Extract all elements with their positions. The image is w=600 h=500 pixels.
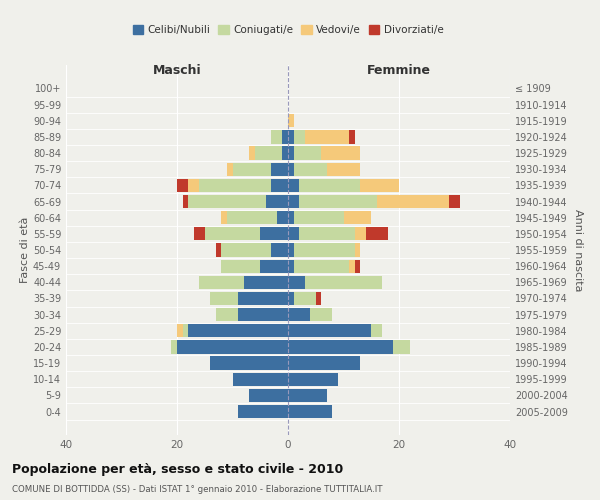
Bar [293, 260, 349, 273]
Bar [371, 324, 382, 338]
Bar [172, 340, 177, 353]
Bar [288, 211, 293, 224]
Bar [288, 195, 299, 208]
Bar [210, 356, 288, 370]
Bar [299, 179, 360, 192]
Bar [355, 260, 360, 273]
Bar [288, 372, 338, 386]
Bar [271, 244, 288, 256]
Text: Maschi: Maschi [152, 64, 202, 77]
Bar [238, 308, 288, 321]
Bar [260, 227, 288, 240]
Bar [216, 308, 238, 321]
Legend: Celibi/Nubili, Coniugati/e, Vedovi/e, Divorziati/e: Celibi/Nubili, Coniugati/e, Vedovi/e, Di… [130, 22, 446, 38]
Bar [293, 130, 305, 143]
Bar [288, 114, 293, 128]
Bar [283, 146, 288, 160]
Bar [199, 276, 244, 289]
Bar [177, 324, 182, 338]
Bar [343, 211, 371, 224]
Bar [254, 146, 283, 160]
Bar [283, 130, 288, 143]
Bar [293, 146, 322, 160]
Bar [216, 244, 221, 256]
Bar [349, 130, 355, 143]
Bar [355, 227, 366, 240]
Bar [288, 130, 293, 143]
Bar [177, 340, 288, 353]
Text: Popolazione per età, sesso e stato civile - 2010: Popolazione per età, sesso e stato civil… [12, 462, 343, 475]
Bar [293, 292, 316, 305]
Bar [221, 211, 227, 224]
Bar [194, 227, 205, 240]
Bar [355, 244, 360, 256]
Bar [288, 227, 299, 240]
Bar [233, 162, 271, 176]
Bar [288, 146, 293, 160]
Bar [288, 340, 394, 353]
Bar [377, 195, 449, 208]
Bar [188, 195, 266, 208]
Bar [293, 162, 327, 176]
Bar [277, 211, 288, 224]
Bar [233, 372, 288, 386]
Bar [349, 260, 355, 273]
Text: Femmine: Femmine [367, 64, 431, 77]
Bar [288, 308, 310, 321]
Bar [305, 130, 349, 143]
Y-axis label: Fasce di età: Fasce di età [20, 217, 30, 283]
Bar [299, 227, 355, 240]
Bar [322, 146, 360, 160]
Bar [238, 405, 288, 418]
Bar [305, 276, 382, 289]
Bar [288, 324, 371, 338]
Bar [227, 162, 233, 176]
Y-axis label: Anni di nascita: Anni di nascita [573, 209, 583, 291]
Bar [182, 324, 188, 338]
Bar [182, 195, 188, 208]
Text: COMUNE DI BOTTIDDA (SS) - Dati ISTAT 1° gennaio 2010 - Elaborazione TUTTITALIA.I: COMUNE DI BOTTIDDA (SS) - Dati ISTAT 1° … [12, 485, 383, 494]
Bar [293, 244, 355, 256]
Bar [366, 227, 388, 240]
Bar [288, 260, 293, 273]
Bar [288, 356, 360, 370]
Bar [316, 292, 322, 305]
Bar [199, 179, 271, 192]
Bar [288, 389, 327, 402]
Bar [260, 260, 288, 273]
Bar [288, 162, 293, 176]
Bar [227, 211, 277, 224]
Bar [449, 195, 460, 208]
Bar [327, 162, 360, 176]
Bar [299, 195, 377, 208]
Bar [221, 260, 260, 273]
Bar [288, 179, 299, 192]
Bar [244, 276, 288, 289]
Bar [205, 227, 260, 240]
Bar [288, 244, 293, 256]
Bar [288, 276, 305, 289]
Bar [177, 179, 188, 192]
Bar [211, 292, 238, 305]
Bar [188, 324, 288, 338]
Bar [188, 179, 199, 192]
Bar [310, 308, 332, 321]
Bar [221, 244, 271, 256]
Bar [238, 292, 288, 305]
Bar [249, 146, 254, 160]
Bar [266, 195, 288, 208]
Bar [288, 292, 293, 305]
Bar [271, 130, 283, 143]
Bar [288, 405, 332, 418]
Bar [360, 179, 399, 192]
Bar [293, 211, 343, 224]
Bar [249, 389, 288, 402]
Bar [394, 340, 410, 353]
Bar [271, 179, 288, 192]
Bar [271, 162, 288, 176]
